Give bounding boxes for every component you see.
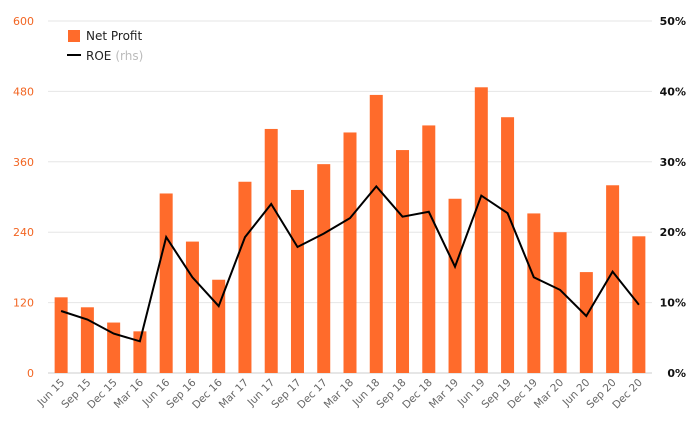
bar [448,198,462,373]
bar [185,241,199,373]
y-right-tick-label: 10% [660,297,686,310]
y-right-tick-label: 30% [660,156,686,169]
roe-line [60,184,640,343]
y-left-tick-label: 0 [27,367,34,380]
legend-label-roe: ROE [86,49,111,63]
y-left-tick-label: 600 [13,15,34,28]
bar [422,125,436,373]
bar [501,117,515,373]
bar [159,193,173,373]
right-axis: 0% 10% 20% 30% 40% 50% [660,15,686,380]
legend-label-roe-group: ROE (rhs) [86,49,143,63]
net-profit-bars [54,87,646,374]
bar [474,87,488,373]
bar [527,213,541,373]
roe-line-group [60,184,640,343]
x-tick-label: Mar 16 [112,376,147,411]
bar [290,189,304,373]
legend-label-roe-suffix: (rhs) [115,49,143,63]
bar [396,150,410,373]
y-right-tick-label: 20% [660,226,686,239]
bar [133,331,147,373]
bar [369,94,383,374]
x-tick-label: Mar 19 [427,377,461,411]
legend: Net Profit ROE (rhs) [67,29,143,63]
x-tick-label: Mar 17 [217,377,251,411]
x-tick-label: Mar 20 [532,377,566,411]
bar [343,132,357,373]
bar [264,128,278,373]
bar [80,307,94,373]
y-left-tick-label: 120 [13,297,34,310]
left-axis: 0 120 240 360 480 600 [13,15,34,380]
bar [54,297,68,373]
bar [579,272,593,373]
bar [553,232,567,373]
y-left-tick-label: 360 [13,156,34,169]
y-left-tick-label: 480 [13,85,34,98]
x-tick-label: Dec 20 [610,377,645,412]
legend-swatch-net-profit [68,30,80,42]
y-right-tick-label: 50% [660,15,686,28]
bar [606,185,620,373]
x-tick-label: Mar 18 [322,377,356,411]
y-right-tick-label: 40% [660,85,686,98]
legend-label-net-profit: Net Profit [86,29,142,43]
y-right-tick-label: 0% [667,367,686,380]
bar [317,164,331,373]
y-left-tick-label: 240 [13,226,34,239]
bar [238,181,252,373]
